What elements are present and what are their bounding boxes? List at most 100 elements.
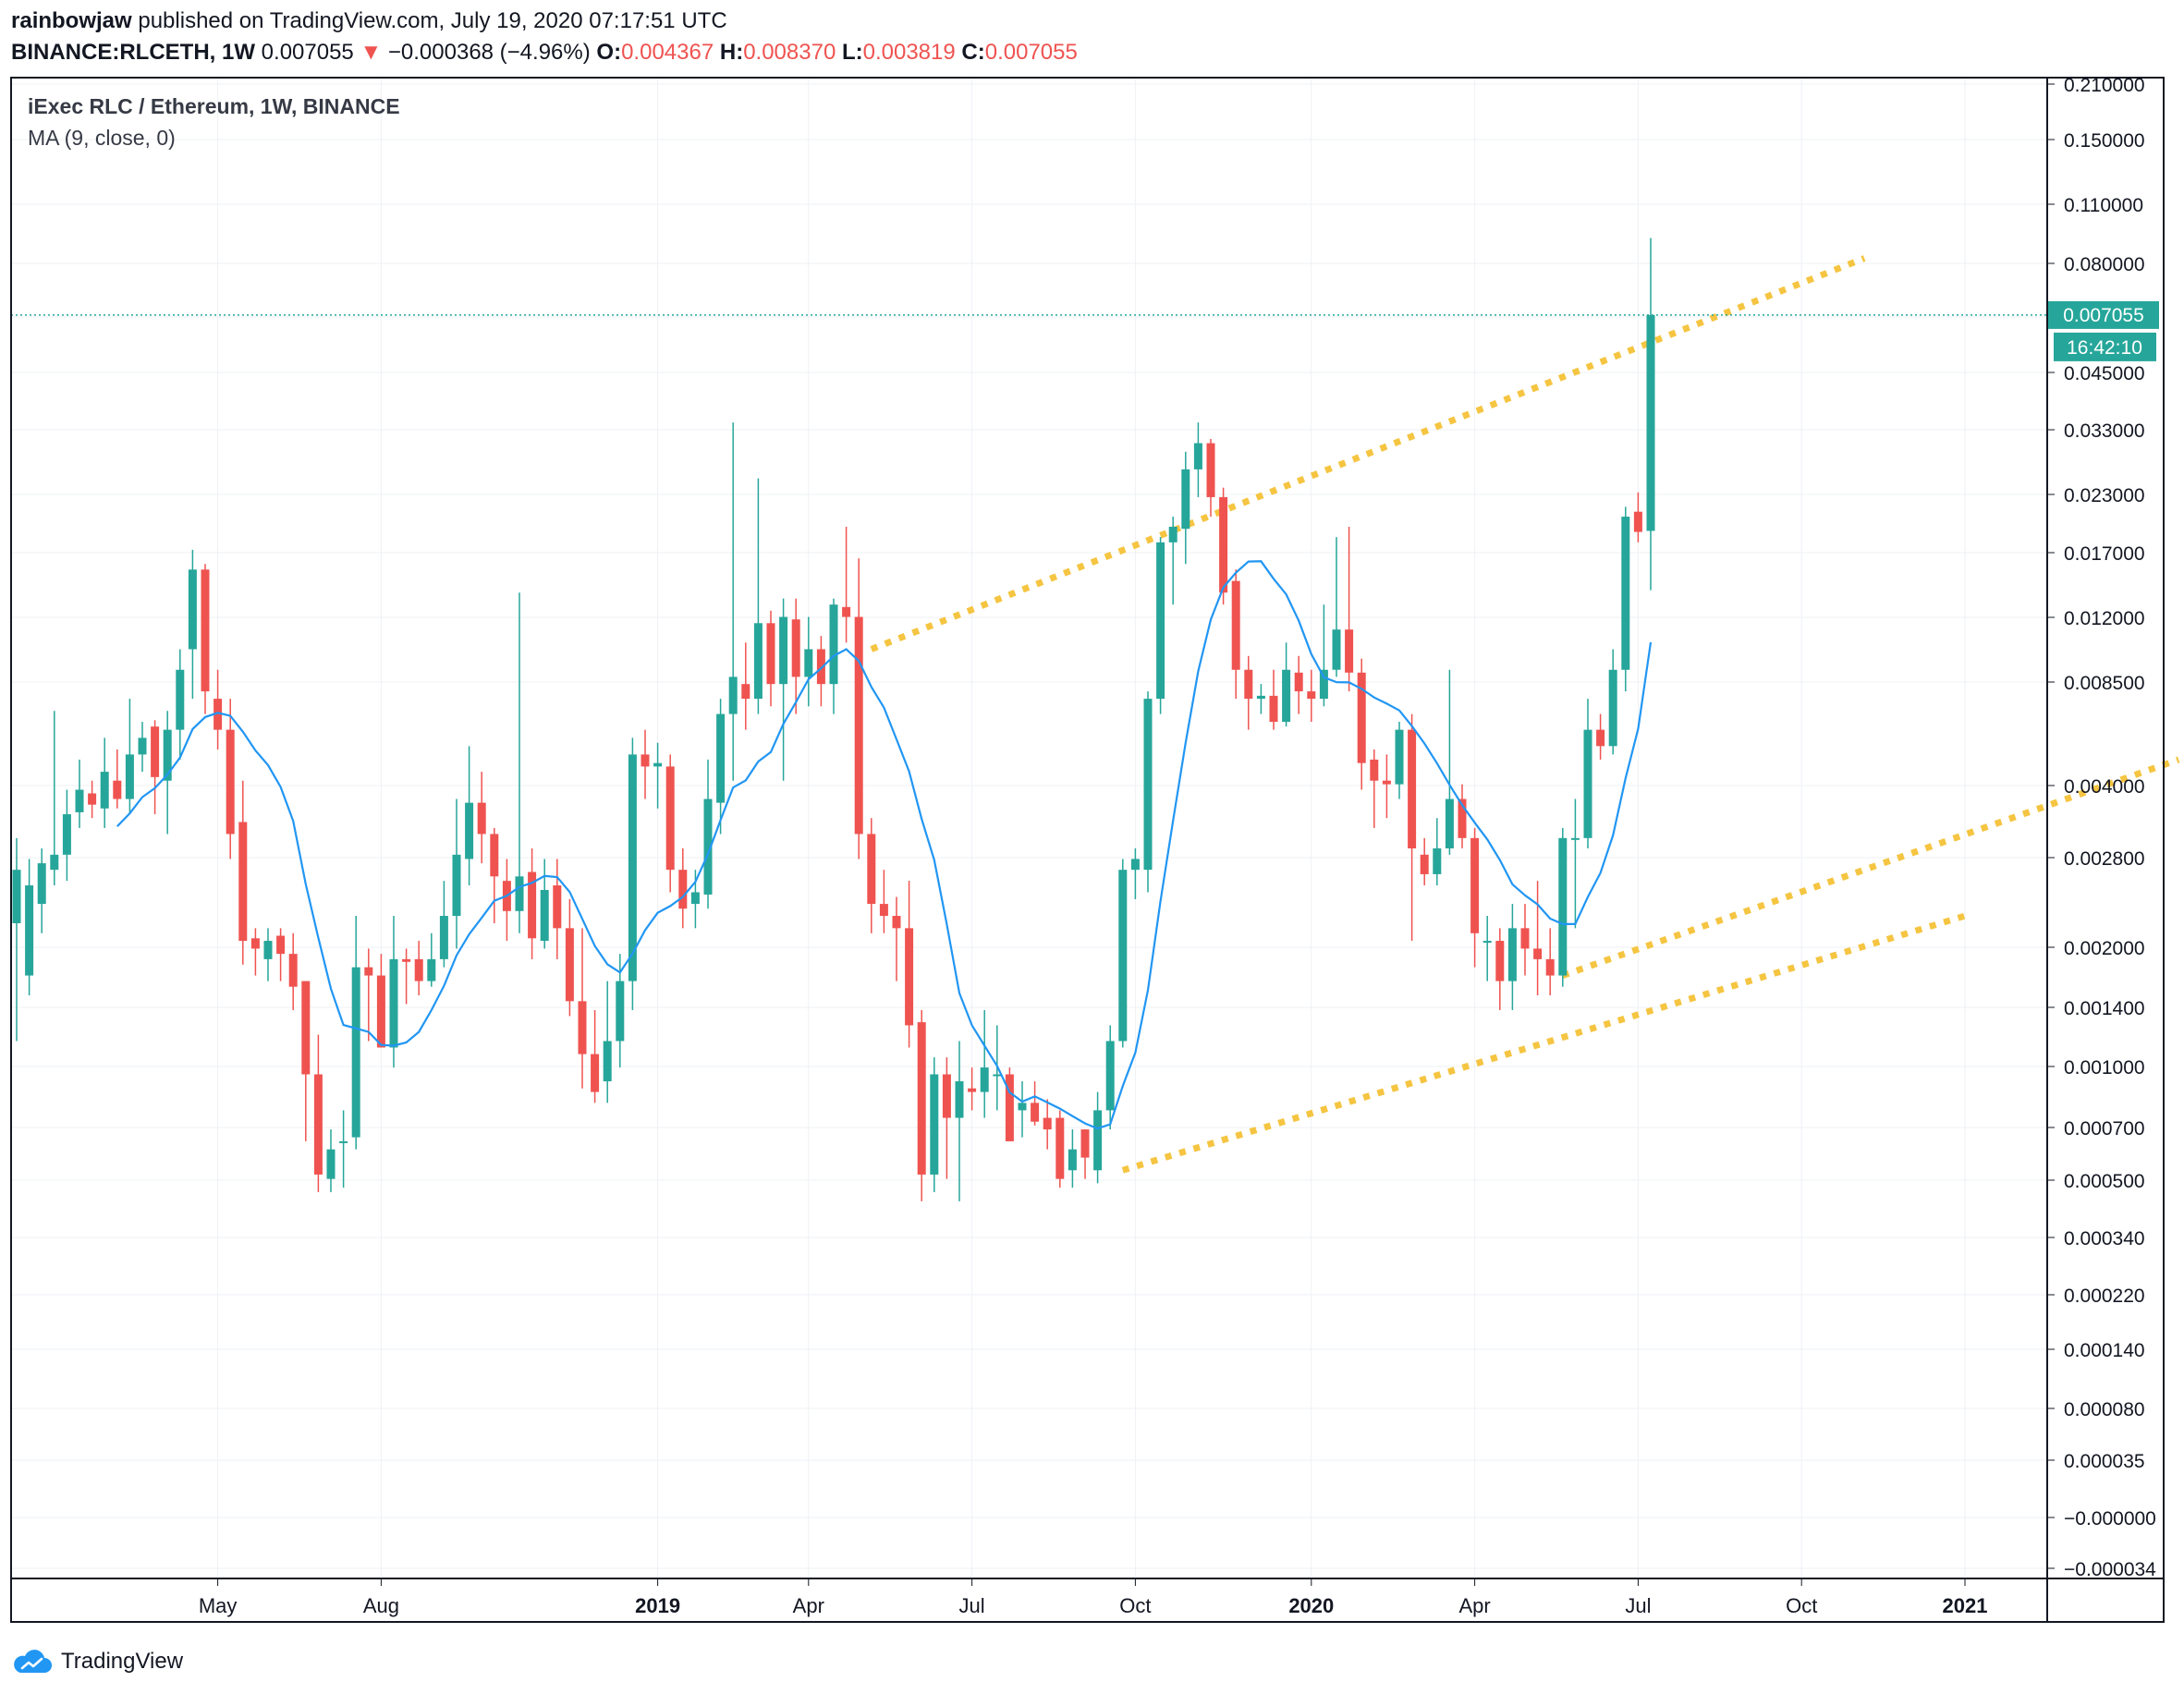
candle-body [288, 954, 298, 987]
candle-body [1244, 669, 1253, 700]
candle-body [578, 1001, 587, 1054]
candle-body [1156, 542, 1165, 700]
y-axis-tick-label: 0.110000 [2064, 195, 2143, 216]
x-axis-tick-label: Oct [1119, 1594, 1151, 1617]
x-axis-tick-label: Aug [363, 1594, 399, 1617]
candle-body [1093, 1110, 1103, 1171]
candle-body [452, 854, 461, 917]
candle-body [1558, 837, 1568, 976]
open-label: O: [596, 40, 622, 65]
candle-body [1256, 695, 1265, 700]
x-axis-tick-label: 2020 [1288, 1594, 1334, 1617]
candle-body [1206, 443, 1215, 497]
candle-body [766, 623, 775, 685]
candle-body [1646, 314, 1655, 531]
candle-body [1482, 941, 1492, 944]
y-axis-tick-label: 0.000035 [2064, 1451, 2145, 1472]
candle-body [528, 871, 537, 939]
candle-body [201, 569, 210, 692]
high-label: H: [719, 40, 744, 65]
candle-body [1507, 928, 1517, 981]
candle-body [313, 1074, 323, 1175]
y-axis-tick-label: 0.033000 [2064, 420, 2145, 442]
candle-body [25, 885, 34, 976]
candle-body [515, 876, 524, 911]
candle-body [641, 754, 650, 767]
candle-body [188, 569, 197, 650]
close-label: C: [961, 40, 985, 65]
candle-body [1545, 958, 1555, 976]
price-change: −0.000368 (−4.96%) [387, 40, 591, 65]
candle-body [565, 928, 574, 1002]
candle-body [138, 737, 147, 755]
candle-body [653, 762, 663, 767]
tradingview-brand[interactable]: TradingView [11, 1645, 183, 1678]
candle-body [1269, 695, 1278, 723]
x-axis-tick-label: Apr [1458, 1594, 1490, 1617]
ohlc-info: BINANCE:RLCETH, 1W 0.007055 ▼ −0.000368 … [11, 39, 1078, 67]
candle-body [1282, 669, 1291, 723]
symbol-label: BINANCE:RLCETH, 1W [11, 40, 255, 65]
indicator-legend[interactable]: MA (9, close, 0) [28, 126, 176, 150]
candle-body [829, 604, 838, 685]
candle-body [1193, 443, 1202, 469]
moving-average-line [116, 560, 1653, 1130]
y-axis-tick-label: −0.000000 [2064, 1508, 2156, 1529]
candle-body [465, 802, 474, 859]
candle-body [1068, 1149, 1077, 1171]
candle-body [1633, 511, 1642, 532]
author-name[interactable]: rainbowjaw [11, 8, 132, 33]
candle-body [703, 798, 713, 895]
y-axis-tick-label: 0.001000 [2064, 1057, 2145, 1079]
y-axis-tick-label: 0.045000 [2064, 363, 2145, 384]
trendline-dotted [1121, 912, 1967, 1174]
candle-body [376, 975, 385, 1048]
candle-body [892, 916, 901, 929]
candle-body [414, 958, 423, 981]
candle-body [779, 616, 788, 685]
candle-body [477, 802, 486, 835]
candle-body [1231, 580, 1240, 670]
candle-body [1181, 469, 1190, 530]
open-value: 0.004367 [621, 40, 714, 65]
candle-body [238, 822, 248, 942]
candle-body [113, 780, 122, 799]
candle-body [1533, 948, 1543, 959]
candle-body [75, 789, 84, 812]
y-axis-tick-label: 0.017000 [2064, 543, 2145, 565]
candle-body [1294, 672, 1303, 692]
current-price-badge [2048, 300, 2159, 329]
candle-body [1370, 759, 1379, 781]
y-axis-tick-label: 0.080000 [2064, 254, 2145, 275]
candle-body [1055, 1117, 1065, 1179]
y-axis-tick-label: 0.210000 [2064, 75, 2145, 96]
candle-body [591, 1054, 600, 1092]
candle-body [1307, 691, 1316, 700]
candle-body [854, 616, 863, 835]
candle-body [603, 1041, 612, 1082]
candle-body [1495, 941, 1505, 981]
candle-body [1130, 859, 1140, 871]
candle-body [1621, 517, 1630, 670]
y-axis-tick-label: 0.000140 [2064, 1340, 2145, 1361]
trendline-dotted [870, 255, 1866, 652]
high-value: 0.008370 [743, 40, 836, 65]
candle-body [1583, 729, 1592, 838]
candle-body [804, 649, 813, 677]
candle-body [1408, 729, 1417, 849]
candle-body [741, 684, 750, 700]
bar-countdown-label: 16:42:10 [2067, 337, 2142, 359]
candle-body [1458, 798, 1467, 838]
y-axis-tick-label: 0.023000 [2064, 485, 2145, 506]
candle-body [351, 967, 360, 1138]
candle-body [1382, 780, 1391, 785]
y-axis-tick-label: 0.000220 [2064, 1286, 2145, 1307]
candle-body [1332, 629, 1341, 670]
published-text: published on TradingView.com, July 19, 2… [138, 8, 727, 33]
candle-body [942, 1074, 951, 1118]
y-axis-tick-label: 0.000500 [2064, 1171, 2145, 1192]
candle-body [917, 1022, 926, 1175]
chart-legend-title: iExec RLC / Ethereum, 1W, BINANCE [28, 94, 400, 118]
low-value: 0.003819 [862, 40, 956, 65]
